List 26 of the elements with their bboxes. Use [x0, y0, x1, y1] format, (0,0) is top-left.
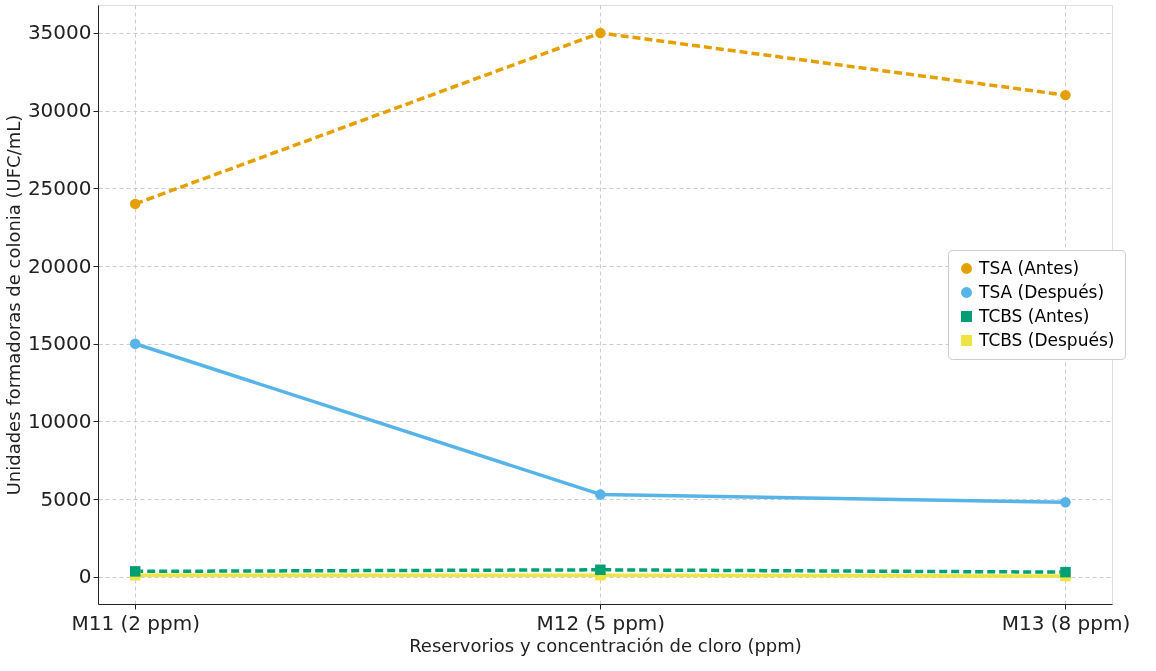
point — [1060, 496, 1071, 508]
point — [595, 27, 606, 39]
y-tick-label: 35000 — [27, 20, 92, 45]
y-tick-label: 30000 — [27, 98, 92, 123]
y-tick-label: 10000 — [27, 408, 92, 433]
y-tick-label: 20000 — [27, 253, 92, 278]
point — [595, 564, 606, 576]
point — [129, 338, 141, 349]
point — [595, 489, 606, 500]
y-tick-label: 15000 — [27, 331, 92, 356]
y-tick-label: 5000 — [40, 486, 92, 511]
y-tick-label: 25000 — [27, 175, 92, 200]
point — [1060, 566, 1071, 578]
point — [129, 198, 141, 210]
legend-label: TSA (Después) — [978, 281, 1105, 302]
y-axis-title: Unidades formadoras de colonia (UFC/mL) — [2, 114, 24, 496]
legend-label: TSA (Antes) — [978, 257, 1080, 278]
y-tick-label: 0 — [78, 564, 92, 589]
x-tick-label: M11 (2 ppm) — [71, 610, 201, 635]
legend-label: TCBS (Antes) — [978, 305, 1090, 326]
x-axis-title: Reservorios y concentración de cloro (ppm) — [409, 634, 802, 656]
point — [1060, 89, 1071, 101]
legend-label: TCBS (Después) — [978, 329, 1115, 350]
x-tick-label: M12 (5 ppm) — [536, 610, 666, 635]
x-tick-label: M13 (8 ppm) — [1001, 610, 1131, 635]
point — [129, 566, 141, 577]
